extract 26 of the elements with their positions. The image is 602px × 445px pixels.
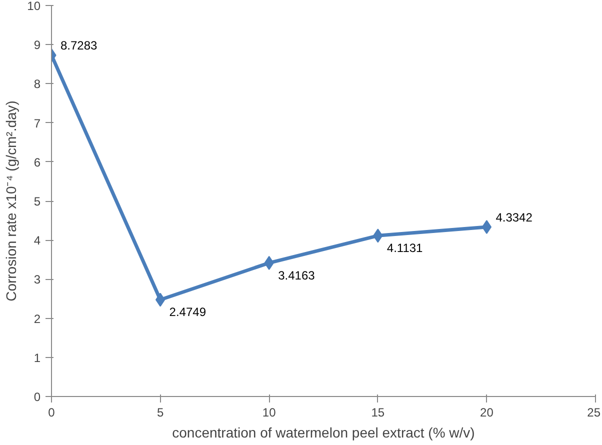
y-tick-label: 10 (27, 0, 41, 13)
y-tick-label: 1 (34, 350, 41, 365)
y-tick-label: 5 (34, 194, 41, 208)
data-label: 8.7283 (60, 38, 98, 53)
x-tick-label: 25 (587, 406, 601, 420)
data-label: 4.3342 (496, 210, 533, 225)
y-tick-label: 9 (34, 38, 41, 52)
y-tick-label: 7 (34, 116, 41, 130)
y-tick-label: 0 (34, 390, 41, 404)
point (482, 220, 492, 234)
x-tick-label: 20 (480, 406, 494, 420)
y-tick-label: 4 (34, 234, 41, 248)
y-tick-label: 3 (34, 272, 41, 287)
x-axis-title: concentration of watermelon peel extract (% w/v) (172, 424, 475, 440)
y-tick-label: 6 (34, 155, 41, 170)
data-label: 4.1131 (386, 241, 424, 256)
x-tick-label: 5 (156, 406, 164, 420)
y-axis-title: Corrosion rate x10⁻⁴ (g/cm².day) (3, 100, 20, 302)
data-label: 3.4163 (278, 268, 316, 282)
x-tick-label: 15 (371, 406, 385, 420)
x-tick-label: 0 (48, 406, 56, 420)
x-tick-label: 10 (262, 406, 276, 420)
data-label: 2.4749 (169, 305, 206, 320)
y-tick-label: 2 (34, 312, 41, 326)
y-tick-label: 8 (34, 77, 41, 92)
point (155, 292, 166, 307)
